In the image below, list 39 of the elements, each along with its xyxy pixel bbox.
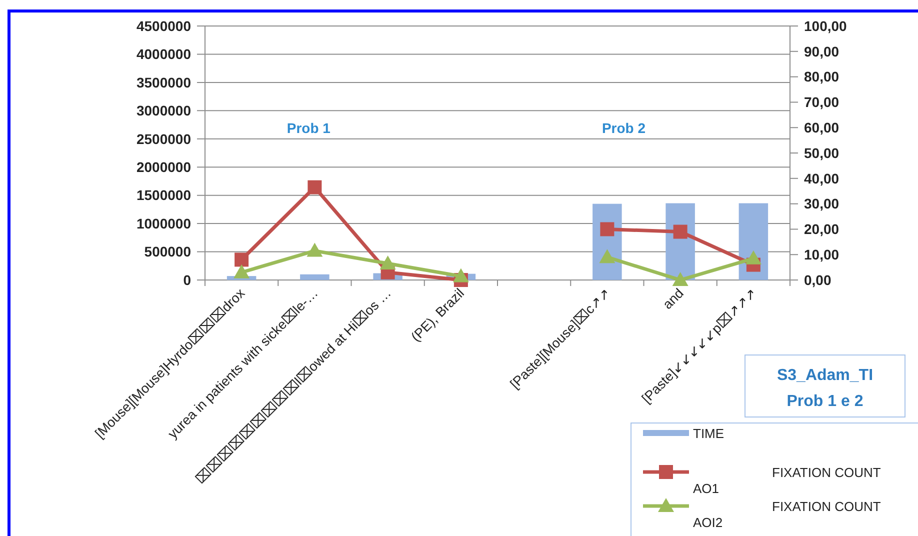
point — [308, 180, 322, 194]
point — [452, 268, 469, 282]
point — [672, 272, 688, 286]
y-tick-label: 3500000 — [136, 74, 192, 90]
y2-tick-label: 100,00 — [804, 18, 848, 34]
point — [380, 255, 396, 270]
text: S3_Adam_TI Prob 1 e 2 — [776, 367, 874, 410]
annotation: Prob 2 — [602, 120, 646, 136]
y2-tick-label: 0,00 — [804, 272, 832, 288]
y-tick-label: 4500000 — [136, 18, 192, 34]
y2-tick-label: 90,00 — [804, 43, 840, 60]
y-tick-label: 2000000 — [136, 159, 192, 176]
point — [306, 242, 323, 257]
y2-tick-label: 10,00 — [804, 246, 840, 262]
point — [234, 264, 250, 278]
y-tick-label: 2500000 — [136, 130, 192, 147]
y2-tick-label: 30,00 — [804, 196, 840, 212]
y-tick-label: 4000000 — [136, 46, 192, 62]
y2-tick-label: 40,00 — [804, 170, 840, 186]
y2-tick-label: 50,00 — [804, 144, 840, 161]
point — [599, 249, 616, 264]
bar — [300, 274, 330, 280]
y-tick-label: 500000 — [144, 244, 192, 260]
text: FIXATION COUNT AOI2 — [693, 499, 881, 530]
y-tick-label: 1500000 — [136, 187, 192, 204]
point — [673, 224, 688, 239]
text: FIXATION COUNT AO1 — [693, 465, 881, 496]
point — [600, 222, 614, 236]
legend-label: TIME — [693, 426, 724, 441]
y2-tick-label: 20,00 — [804, 221, 840, 238]
annotation: Prob 1 — [286, 120, 331, 136]
point — [234, 252, 249, 267]
y2-tick-label: 80,00 — [804, 68, 840, 85]
y-tick-label: 3000000 — [136, 102, 192, 119]
y2-tick-label: 70,00 — [804, 94, 840, 110]
y-tick-label: 0 — [183, 272, 192, 288]
y2-tick-label: 60,00 — [804, 120, 840, 136]
y-tick-label: 1000000 — [136, 215, 192, 232]
point — [745, 250, 762, 264]
